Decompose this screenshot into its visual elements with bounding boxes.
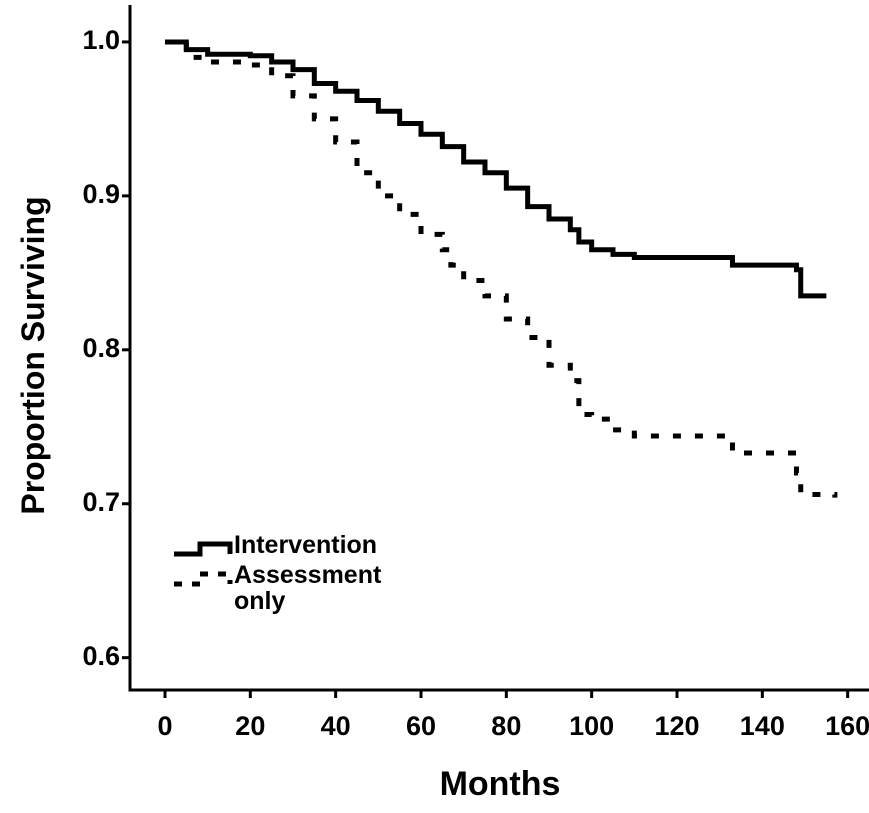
legend-label: Intervention — [234, 531, 378, 559]
legend-line — [174, 541, 233, 557]
x-tick-label: 160 — [825, 711, 869, 741]
survival-curve — [164, 39, 827, 299]
x-tick-label: 140 — [740, 711, 785, 741]
y-tick-label: 0.6 — [82, 641, 120, 671]
y-tick-label: 0.8 — [82, 333, 120, 363]
x-tick-label: 20 — [235, 711, 265, 741]
y-axis-title: Proportion Surviving — [15, 196, 51, 514]
y-tick-label: 0.9 — [82, 179, 120, 209]
legend-swatch — [174, 541, 233, 557]
legend-item: Intervention — [172, 532, 394, 558]
x-tick-label: 100 — [569, 711, 614, 741]
legend-item: Assessment only — [172, 562, 394, 614]
y-tick-label: 0.7 — [82, 487, 120, 517]
x-tick-label: 60 — [406, 711, 436, 741]
x-axis-title: Months — [440, 765, 561, 803]
survival-curve — [164, 39, 838, 498]
legend-label: Assessment only — [234, 561, 382, 615]
legend-swatch — [174, 571, 233, 587]
legend-line — [174, 571, 233, 587]
x-tick-label: 0 — [157, 711, 172, 741]
y-tick-label: 1.0 — [82, 25, 120, 55]
x-tick-label: 80 — [491, 711, 521, 741]
x-tick-label: 40 — [321, 711, 351, 741]
x-tick-label: 120 — [654, 711, 699, 741]
legend: Intervention Assessment only — [172, 532, 394, 618]
